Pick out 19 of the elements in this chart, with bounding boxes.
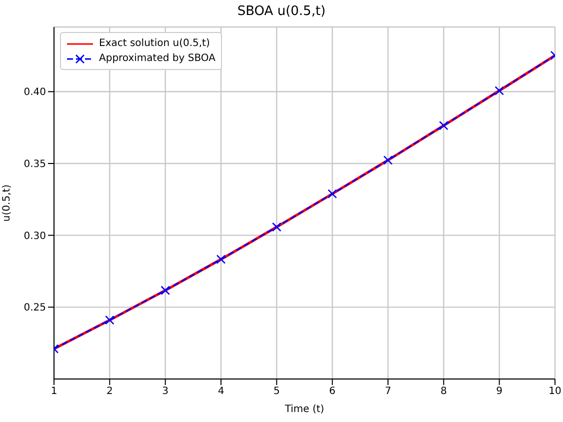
x-tick-label: 3 bbox=[162, 386, 169, 398]
y-tick-label: 0.30 bbox=[24, 230, 46, 242]
x-tick-label: 6 bbox=[329, 386, 336, 398]
legend-label: Approximated by SBOA bbox=[99, 52, 216, 66]
x-tick-label: 1 bbox=[50, 386, 58, 398]
x-tick-label: 8 bbox=[440, 386, 447, 398]
x-tick-label: 7 bbox=[384, 386, 392, 398]
y-tick-label: 0.35 bbox=[24, 159, 46, 170]
legend-label: Exact solution u(0.5,t) bbox=[99, 37, 210, 51]
x-axis-title: Time (t) bbox=[284, 404, 324, 415]
x-tick-label: 2 bbox=[106, 386, 113, 398]
y-axis-title: u(0.5,t) bbox=[2, 184, 13, 222]
x-tick-label: 9 bbox=[496, 386, 503, 398]
x-tick-label: 5 bbox=[273, 386, 280, 398]
x-tick-label: 10 bbox=[548, 386, 562, 398]
chart-title: SBOA u(0.5,t) bbox=[236, 4, 327, 19]
y-tick-label: 0.40 bbox=[24, 87, 46, 98]
y-tick-label: 0.25 bbox=[24, 302, 46, 314]
x-tick-label: 4 bbox=[218, 386, 224, 398]
